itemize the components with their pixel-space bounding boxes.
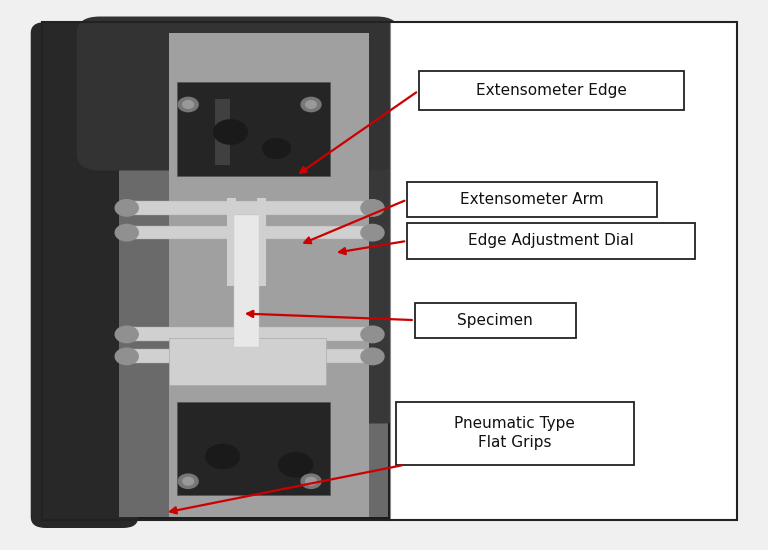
FancyBboxPatch shape bbox=[419, 72, 684, 110]
FancyBboxPatch shape bbox=[227, 198, 236, 286]
FancyBboxPatch shape bbox=[77, 16, 399, 171]
Circle shape bbox=[361, 326, 384, 343]
FancyBboxPatch shape bbox=[127, 327, 372, 341]
Circle shape bbox=[115, 348, 138, 365]
Circle shape bbox=[361, 200, 384, 216]
FancyBboxPatch shape bbox=[127, 201, 372, 214]
FancyBboxPatch shape bbox=[269, 99, 399, 424]
Circle shape bbox=[178, 474, 198, 488]
FancyBboxPatch shape bbox=[127, 226, 372, 239]
Circle shape bbox=[214, 120, 247, 144]
FancyBboxPatch shape bbox=[42, 22, 737, 520]
Circle shape bbox=[206, 444, 240, 469]
Circle shape bbox=[306, 477, 316, 485]
FancyBboxPatch shape bbox=[127, 349, 372, 363]
Circle shape bbox=[279, 453, 313, 477]
FancyBboxPatch shape bbox=[177, 402, 330, 495]
FancyBboxPatch shape bbox=[215, 99, 230, 165]
FancyBboxPatch shape bbox=[177, 82, 330, 176]
Text: Extensometer Edge: Extensometer Edge bbox=[475, 83, 627, 98]
FancyBboxPatch shape bbox=[31, 22, 138, 528]
Circle shape bbox=[115, 326, 138, 343]
FancyBboxPatch shape bbox=[407, 223, 695, 258]
Circle shape bbox=[115, 224, 138, 241]
Circle shape bbox=[301, 474, 321, 488]
Circle shape bbox=[361, 224, 384, 241]
Circle shape bbox=[178, 97, 198, 112]
Text: Specimen: Specimen bbox=[458, 313, 533, 328]
FancyBboxPatch shape bbox=[42, 22, 390, 520]
FancyBboxPatch shape bbox=[415, 302, 576, 338]
Text: Pneumatic Type
Flat Grips: Pneumatic Type Flat Grips bbox=[454, 416, 575, 450]
Circle shape bbox=[361, 348, 384, 365]
Text: Extensometer Arm: Extensometer Arm bbox=[460, 192, 604, 207]
FancyBboxPatch shape bbox=[169, 33, 369, 517]
FancyBboxPatch shape bbox=[234, 214, 259, 346]
FancyBboxPatch shape bbox=[169, 338, 326, 385]
FancyBboxPatch shape bbox=[396, 402, 634, 465]
Circle shape bbox=[306, 101, 316, 108]
FancyBboxPatch shape bbox=[390, 22, 737, 520]
Circle shape bbox=[301, 97, 321, 112]
Circle shape bbox=[115, 200, 138, 216]
FancyBboxPatch shape bbox=[119, 33, 388, 517]
Circle shape bbox=[183, 101, 194, 108]
FancyBboxPatch shape bbox=[257, 198, 266, 286]
Text: Edge Adjustment Dial: Edge Adjustment Dial bbox=[468, 233, 634, 248]
Circle shape bbox=[263, 139, 290, 158]
FancyBboxPatch shape bbox=[407, 182, 657, 217]
Circle shape bbox=[183, 477, 194, 485]
